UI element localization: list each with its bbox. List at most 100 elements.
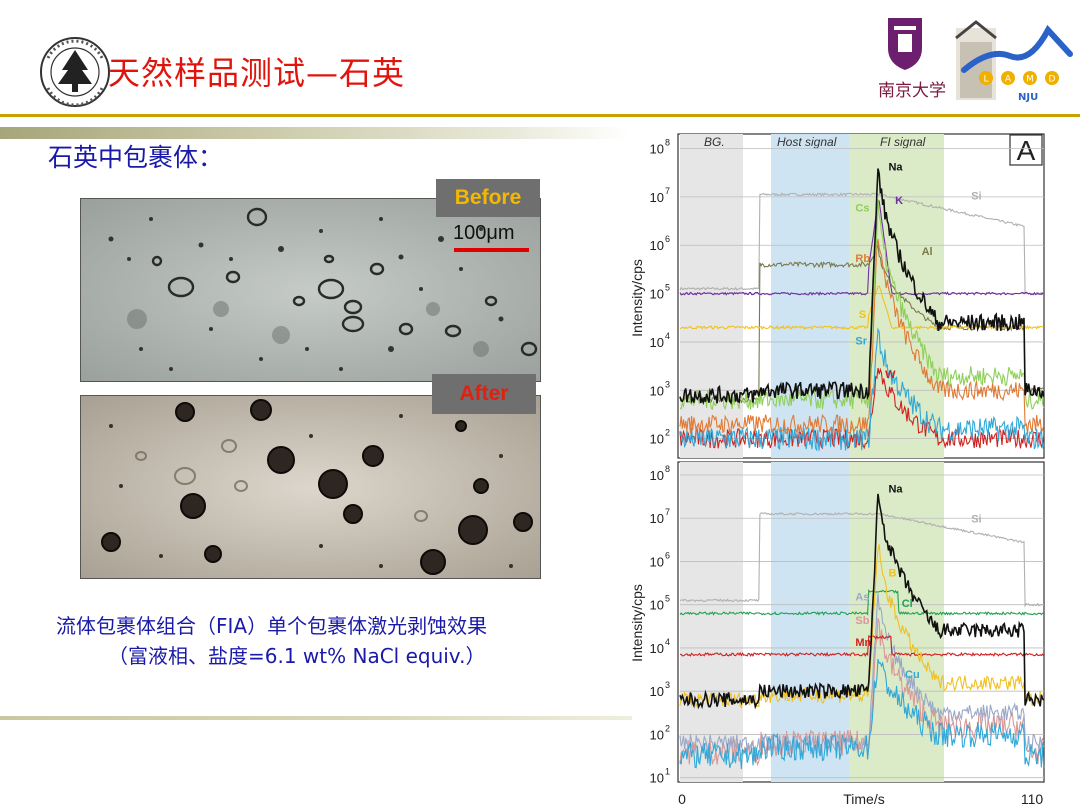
micrograph-after [80, 395, 541, 579]
series-line-b [679, 544, 1045, 709]
ylabel-b: Intensity/cps [629, 584, 645, 662]
lamd-letter-l: L [983, 75, 988, 85]
y-tick-label: 10 [650, 727, 664, 742]
after-label: After [432, 374, 536, 414]
y-tick-exponent: 3 [665, 680, 670, 690]
y-tick-label: 10 [650, 554, 664, 569]
nju-lamd-logo: 南京大学 L A M D NJU [878, 18, 1073, 103]
y-tick-label: 10 [650, 432, 664, 447]
craters-after [101, 399, 533, 575]
before-label: Before [436, 179, 540, 217]
section-subtitle: 石英中包裹体： [48, 143, 224, 172]
y-tick-label: 10 [650, 468, 664, 483]
micrograph-before-art [81, 199, 540, 381]
inclusions-before [151, 207, 538, 357]
y-tick-label: 10 [650, 190, 664, 205]
y-tick-exponent: 6 [665, 234, 670, 244]
series-label-cl: Cl [902, 598, 913, 610]
series-line-na [679, 168, 1045, 406]
series-label-s: S [859, 309, 866, 321]
series-label-na: Na [888, 483, 903, 495]
lamd-letter-a: A [1005, 75, 1012, 85]
y-tick-label: 10 [650, 641, 664, 656]
micrograph-before [80, 198, 541, 382]
y-tick-exponent: 8 [665, 138, 670, 148]
y-tick-label: 10 [650, 142, 664, 157]
y-tick-label: 10 [650, 598, 664, 613]
series-line-na [679, 493, 1045, 710]
host-region-a [771, 134, 849, 458]
nju-seal-logo [40, 37, 110, 107]
la-icpms-signal-chart: BG. Host signal FI signal A Intensity/cp… [629, 133, 1045, 807]
scale-bar [454, 248, 529, 252]
y-tick-exponent: 5 [665, 594, 670, 604]
y-tick-exponent: 4 [665, 637, 670, 647]
series-line-si [679, 512, 1044, 608]
bg-region-b [680, 462, 743, 782]
panel-label: A [1017, 135, 1036, 166]
series-line-as [679, 593, 1045, 754]
xlabel: Time/s [843, 791, 884, 807]
lamd-org: NJU [1018, 92, 1038, 103]
series-line-cu [679, 659, 1045, 769]
header-rule [0, 114, 1080, 117]
series-line-rb [679, 239, 1045, 436]
series-line-k [679, 199, 1045, 296]
lamd-letter-d: D [1049, 75, 1056, 85]
series-line-sr [679, 327, 1045, 452]
series-label-si: Si [971, 514, 981, 526]
y-tick-label: 10 [650, 383, 664, 398]
y-tick-label: 10 [650, 511, 664, 526]
series-label-b: B [888, 568, 896, 580]
series-line-si [679, 192, 1044, 296]
section-rule [0, 127, 630, 139]
series-label-as: As [855, 591, 869, 603]
series-label-sb: Sb [855, 615, 869, 627]
series-label-na: Na [888, 161, 903, 173]
series-label-cs: Cs [855, 202, 869, 214]
y-tick-label: 10 [650, 287, 664, 302]
panel-a: BG. Host signal FI signal A Intensity/cp… [629, 133, 1045, 459]
y-tick-exponent: 2 [665, 723, 670, 733]
series-label-rb: Rb [855, 253, 870, 265]
y-tick-exponent: 8 [665, 464, 670, 474]
series-line-cl [679, 589, 1044, 616]
y-tick-label: 10 [650, 771, 664, 786]
x-tick-110: 110 [1021, 791, 1044, 807]
y-tick-exponent: 1 [665, 767, 670, 777]
y-tick-label: 10 [650, 238, 664, 253]
x-tick-0: 0 [678, 791, 686, 807]
y-tick-exponent: 7 [665, 186, 670, 196]
series-label-mn: Mn [855, 637, 871, 649]
series-label-al: Al [922, 246, 933, 258]
y-tick-label: 10 [650, 684, 664, 699]
y-tick-exponent: 5 [665, 283, 670, 293]
region-bg-label: BG. [704, 135, 725, 149]
footer-rule [0, 716, 632, 720]
ylabel-a: Intensity/cps [629, 259, 645, 337]
micrograph-after-art [81, 396, 540, 578]
series-label-sr: Sr [855, 335, 867, 347]
y-tick-label: 10 [650, 335, 664, 350]
y-tick-exponent: 2 [665, 428, 670, 438]
y-tick-exponent: 4 [665, 331, 670, 341]
nju-chinese-name: 南京大学 [878, 81, 946, 101]
series-line-mn [679, 634, 1045, 658]
region-fi-label: FI signal [880, 135, 926, 149]
scale-bar-label: 100μm [453, 222, 515, 244]
y-tick-exponent: 6 [665, 550, 670, 560]
series-label-si: Si [971, 190, 981, 202]
bg-region-a [680, 134, 743, 458]
region-host-label: Host signal [777, 135, 837, 149]
y-tick-exponent: 7 [665, 507, 670, 517]
caption-line-1: 流体包裹体组合（FIA）单个包裹体激光剥蚀效果 [56, 614, 488, 638]
series-label-cu: Cu [905, 669, 920, 681]
page-title: 天然样品测试—石英 [108, 54, 406, 92]
dots-before [108, 217, 504, 371]
caption-line-2: （富液相、盐度=6.1 wt% NaCl equiv.） [108, 644, 486, 668]
y-tick-exponent: 3 [665, 379, 670, 389]
series-label-k: K [895, 195, 903, 207]
series-label-w: W [885, 369, 896, 381]
lamd-letter-m: M [1026, 75, 1034, 85]
